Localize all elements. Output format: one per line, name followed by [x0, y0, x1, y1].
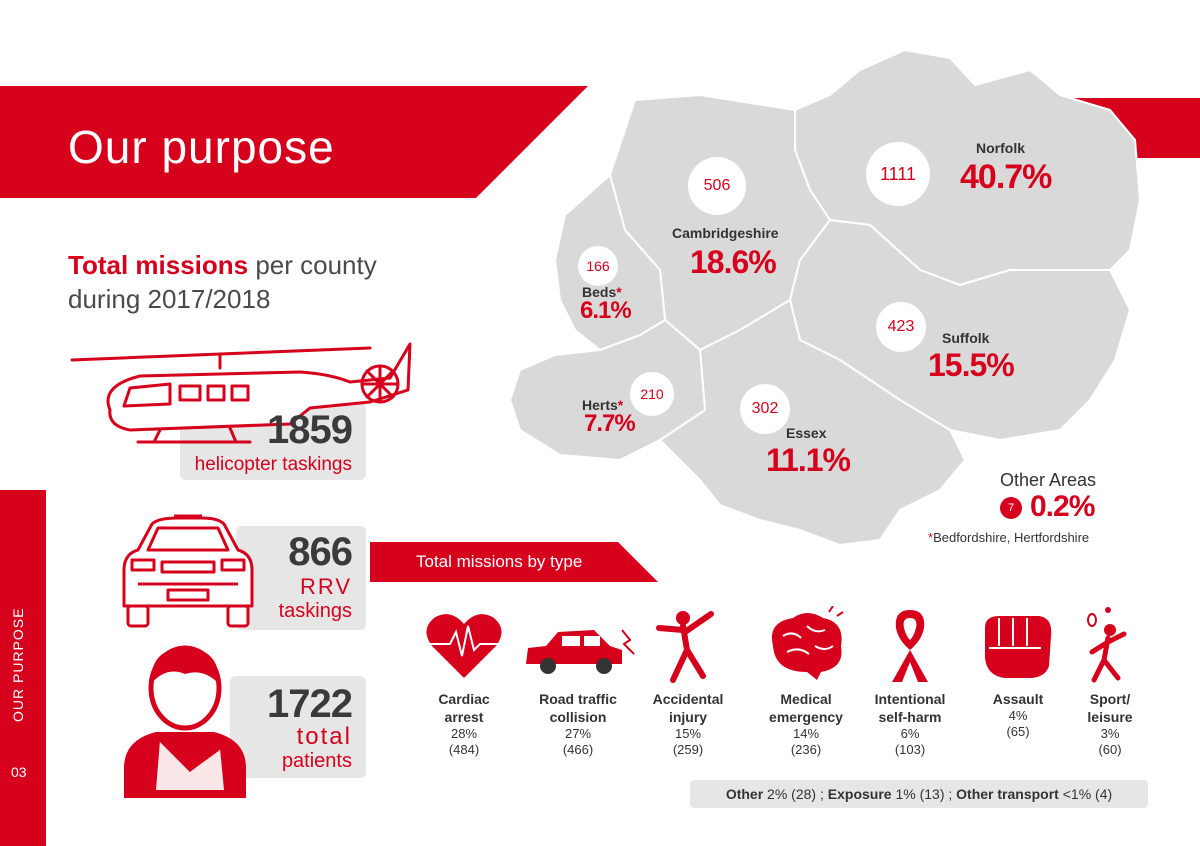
mission-type-count: (65) — [1006, 724, 1030, 739]
county-count-essex: 302 — [740, 384, 790, 434]
fist-icon — [985, 616, 1052, 678]
mission-type-name: injury — [668, 709, 708, 725]
mission-type-percent: 14% — [792, 726, 820, 741]
rrv-taskings-value: 866 — [288, 530, 353, 574]
mission-type-percent: 27% — [564, 726, 592, 741]
subtitle-highlight: Total missions — [68, 250, 249, 280]
title-banner — [0, 86, 588, 198]
mission-type-count: (259) — [672, 742, 704, 757]
mission-type-road-traffic: Road traffic collision 27% (466) — [518, 606, 638, 758]
mission-type-name: arrest — [444, 709, 484, 725]
mission-type-percent: 3% — [1100, 726, 1120, 741]
mission-type-percent: 28% — [450, 726, 478, 741]
side-section-label: OUR PURPOSE — [10, 607, 26, 722]
other-areas-count: 7 — [1000, 497, 1022, 519]
ribbon-icon — [892, 610, 928, 682]
county-name-norfolk: Norfolk — [976, 140, 1025, 156]
mission-type-name: Medical — [780, 691, 832, 707]
mission-type-count: (484) — [448, 742, 480, 757]
rrv-car-icon — [122, 514, 254, 628]
helicopter-taskings-label: helicopter taskings — [194, 454, 352, 475]
heart-icon — [426, 614, 502, 678]
mission-type-name: Sport/ — [1089, 691, 1131, 707]
brain-icon — [771, 606, 844, 680]
mission-type-assault: Assault 4% (65) — [958, 606, 1078, 740]
county-count-beds: 166 — [578, 246, 618, 286]
county-name-suffolk: Suffolk — [942, 330, 990, 346]
county-percent-beds: 6.1% — [580, 297, 632, 324]
mission-type-sport-leisure: Sport/ leisure 3% (60) — [1060, 606, 1160, 758]
footnote: *Bedfordshire, Hertfordshire — [928, 530, 1090, 545]
county-name-herts: Herts* — [582, 397, 624, 413]
county-percent-norfolk: 40.7% — [960, 158, 1052, 196]
mission-type-accidental-injury: Accidental injury 15% (259) — [628, 606, 748, 758]
county-map — [509, 49, 1141, 546]
mission-type-name: Intentional — [874, 691, 946, 707]
mission-types-title: Total missions by type — [416, 552, 583, 571]
mission-type-name: emergency — [769, 709, 843, 725]
rrv-taskings-label: taskings — [278, 600, 352, 622]
other-areas-percent: 0.2% — [1030, 490, 1095, 523]
mission-type-name: Assault — [992, 691, 1044, 707]
patients-label: patients — [281, 750, 352, 772]
mission-types-banner — [370, 542, 658, 582]
page-number: 03 — [11, 764, 27, 780]
mission-type-count: (466) — [562, 742, 594, 757]
helicopter-taskings-value: 1859 — [267, 408, 353, 452]
mission-type-name: Road traffic — [539, 691, 617, 707]
other-mission-types-bar: Other 2% (28) ; Exposure 1% (13) ; Other… — [690, 780, 1148, 808]
mission-type-name: leisure — [1087, 709, 1133, 725]
patients-stat-box — [230, 676, 366, 778]
mission-type-percent: 6% — [900, 726, 920, 741]
county-name-cambridgeshire: Cambridgeshire — [672, 225, 779, 241]
mission-type-name: Cardiac — [438, 691, 490, 707]
rrv-stat-box — [236, 526, 366, 630]
county-percent-essex: 11.1% — [766, 442, 851, 478]
rrv-label: RRV — [299, 574, 352, 599]
mission-type-medical-emergency: Medical emergency 14% (236) — [746, 606, 866, 758]
mission-type-self-harm: Intentional self-harm 6% (103) — [850, 606, 970, 758]
mission-type-count: (236) — [790, 742, 822, 757]
total-patients-value: 1722 — [267, 682, 353, 726]
county-count-suffolk: 423 — [876, 302, 926, 352]
county-count-herts: 210 — [630, 372, 674, 416]
subtitle-rest: per county — [248, 250, 377, 280]
mission-type-percent: 4% — [1008, 708, 1028, 723]
subtitle: Total missions per county during 2017/20… — [68, 248, 377, 316]
page-title: Our purpose — [68, 121, 335, 173]
mission-type-cardiac: Cardiac arrest 28% (484) — [404, 606, 524, 758]
mission-type-name: Accidental — [652, 691, 724, 707]
car-crash-icon — [526, 629, 635, 674]
side-tab — [0, 490, 46, 846]
mission-type-percent: 15% — [674, 726, 702, 741]
total-label: total — [296, 723, 352, 750]
mission-type-count: (60) — [1098, 742, 1122, 757]
mission-type-name: collision — [549, 709, 607, 725]
helicopter-icon — [70, 342, 412, 444]
falling-person-icon — [656, 611, 714, 683]
county-name-essex: Essex — [786, 425, 827, 441]
mission-type-count: (103) — [894, 742, 926, 757]
tennis-player-icon — [1087, 607, 1127, 683]
county-percent-herts: 7.7% — [584, 410, 636, 437]
essex-region — [659, 299, 966, 546]
county-count-cambridgeshire: 506 — [688, 157, 746, 215]
subtitle-period: during 2017/2018 — [68, 284, 271, 314]
county-percent-cambridgeshire: 18.6% — [690, 244, 777, 280]
county-name-beds: Beds* — [582, 284, 622, 300]
patient-icon — [124, 645, 246, 798]
other-areas-title: Other Areas — [1000, 470, 1097, 490]
county-percent-suffolk: 15.5% — [928, 347, 1015, 383]
county-count-norfolk: 1111 — [866, 142, 930, 206]
mission-type-name: self-harm — [878, 709, 942, 725]
